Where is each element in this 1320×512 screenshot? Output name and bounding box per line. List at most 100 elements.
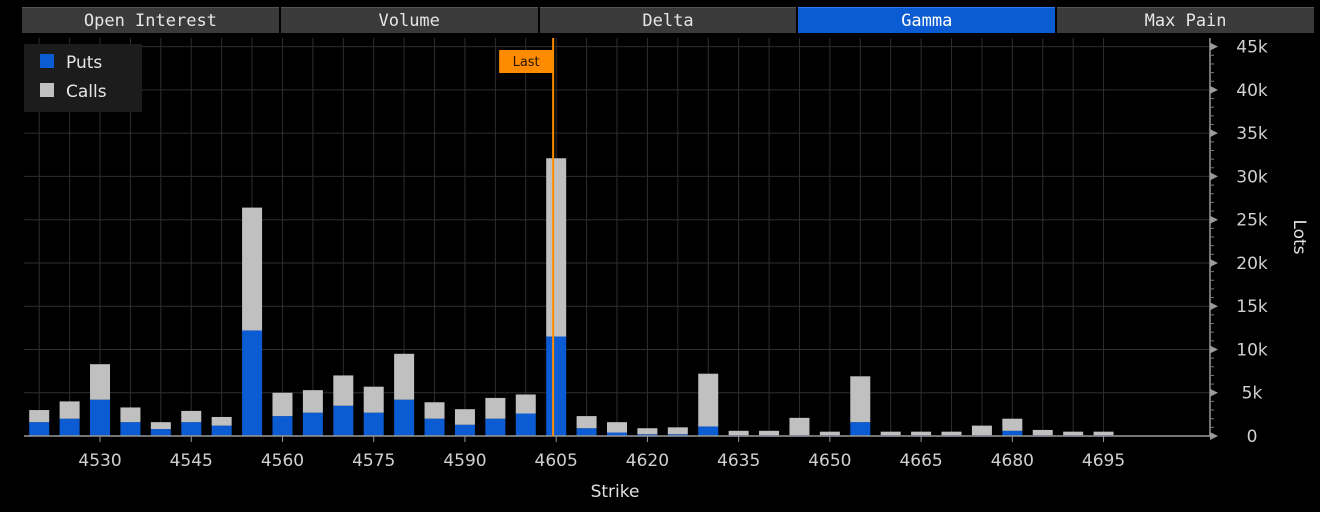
bar-calls [454,409,475,425]
x-tick-label: 4560 [261,451,304,471]
x-tick-label: 4545 [170,451,213,471]
bar-puts [515,413,536,436]
x-tick-label: 4590 [443,451,486,471]
bar-calls [880,431,901,436]
tab-volume[interactable]: Volume [280,7,538,33]
bar-calls [1063,431,1084,436]
y-axis-title: Lots [1289,219,1309,254]
bar-puts [454,424,475,436]
bar-puts [120,422,141,436]
x-tick-label: 4620 [626,451,669,471]
y-tick-label: 45k [1236,38,1268,58]
y-tick [1210,388,1218,397]
bar-calls [363,386,384,413]
tab-max-pain[interactable]: Max Pain [1057,7,1314,33]
bar-calls [789,417,810,436]
bar-calls [302,390,323,413]
bar-puts [150,429,171,436]
y-tick-label: 15k [1236,297,1268,317]
bar-calls [1002,418,1023,431]
x-axis-title: Strike [591,482,640,502]
bar-calls [515,394,536,414]
bar-puts [333,405,354,436]
bar-puts [698,426,719,436]
legend: Puts Calls [24,44,142,112]
bar-puts [394,399,415,436]
y-tick-label: 0 [1247,427,1258,447]
y-tick [1210,42,1218,51]
x-tick-label: 4530 [78,451,121,471]
bar-calls [941,431,962,436]
bar-calls [181,410,202,423]
bar-calls [728,430,749,436]
last-price-label: Last [513,55,540,70]
tab-gamma[interactable]: Gamma [798,7,1056,33]
bar-puts [181,422,202,436]
bars [29,158,1114,436]
bar-calls [911,431,932,436]
bar-calls [576,416,597,429]
x-tick-label: 4635 [717,451,760,471]
axes: 4530 4545 4560 4575 4590 4605 4620 4635 4650 4665… [24,38,1268,471]
bar-calls [211,416,232,426]
last-price-marker: Last [499,38,555,436]
x-tick-label: 4605 [535,451,578,471]
bar-calls [637,428,658,435]
y-tick [1210,85,1218,94]
bar-calls [759,430,780,436]
bar-puts [667,434,688,436]
bar-puts [59,418,80,436]
bar-puts [272,416,293,436]
bar-puts [90,399,111,436]
bar-calls [272,392,293,417]
y-tick [1210,345,1218,354]
bar-puts [607,432,627,436]
y-tick-label: 25k [1236,211,1268,231]
x-tick-label: 4575 [352,451,395,471]
x-tick-label: 4695 [1082,451,1125,471]
y-tick-label: 5k [1242,384,1263,404]
bar-puts [850,422,871,436]
legend-swatch-calls [40,83,54,97]
bar-puts [242,330,263,436]
y-tick [1210,215,1218,224]
y-tick [1210,302,1218,311]
bar-calls [971,425,992,436]
y-tick-label: 30k [1236,167,1268,187]
bar-calls [120,407,141,423]
legend-swatch-puts [40,54,54,68]
x-tick-label: 4680 [991,451,1034,471]
bar-puts [302,412,323,436]
bar-calls [607,422,627,433]
legend-label-puts: Puts [66,53,102,73]
y-tick [1210,258,1218,267]
y-tick-label: 40k [1236,81,1268,101]
y-tick [1210,129,1218,138]
bar-calls [29,410,50,423]
y-tick [1210,432,1218,440]
bar-calls [698,373,719,427]
bar-calls [242,207,263,331]
bar-calls [819,431,840,436]
last-price-tag [499,50,554,73]
grid-lines [24,38,1210,437]
bar-calls [90,364,111,400]
bar-puts [485,418,506,436]
bar-puts [546,336,567,436]
x-tick-label: 4650 [808,451,851,471]
y-tick-label: 35k [1236,124,1268,144]
bar-calls [333,375,354,406]
bar-calls [394,353,415,400]
bar-calls [1032,429,1053,436]
tab-delta[interactable]: Delta [539,7,797,33]
bar-puts [29,422,50,436]
bar-puts [576,428,597,436]
bar-calls [667,427,688,435]
y-tick-label: 10k [1236,340,1268,360]
y-tick [1210,172,1218,181]
bar-calls [1093,431,1114,436]
legend-label-calls: Calls [66,82,107,102]
bar-puts [1002,430,1023,436]
tab-open-interest[interactable]: Open Interest [22,7,279,33]
